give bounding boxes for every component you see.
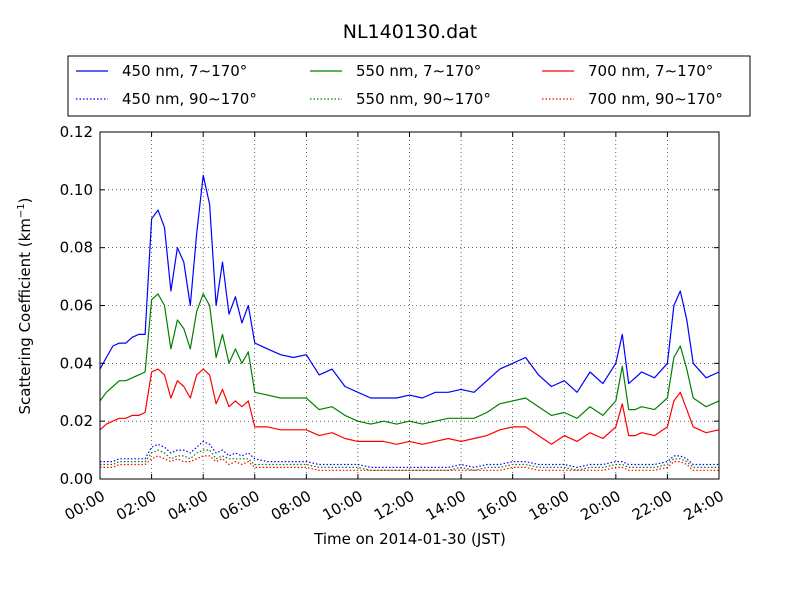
legend-frame [67,55,751,117]
y-tick-label: 0.10 [60,181,93,199]
y-tick-label: 0.12 [60,123,93,141]
series-line-1 [99,174,720,399]
legend-entries: 450 nm, 7∼170° 550 nm, 7∼170° 700 nm, 7∼17… [76,62,723,108]
axis-ticks [99,131,720,480]
y-axis-label: Scattering Coefficient (km−1) [16,197,34,414]
y-axis-label-superscript: −1 [16,203,27,218]
legend-label: 700 nm, 90∼170° [588,90,723,108]
y-tick-label: 0.02 [60,412,93,430]
legend-label: 550 nm, 90∼170° [356,90,491,108]
legend-label: 700 nm, 7∼170° [588,62,713,80]
legend: 450 nm, 7∼170° 550 nm, 7∼170° 700 nm, 7∼17… [67,55,751,117]
y-axis-label-close: ) [16,197,34,203]
series-line-3 [99,368,720,445]
chart-title: NL140130.dat [343,21,478,43]
series-line-4 [100,440,719,468]
series-line-2 [99,293,720,425]
series-layer [99,174,720,471]
legend-label: 550 nm, 7∼170° [356,62,481,80]
y-axis-label-group: Scattering Coefficient (km−1) [16,197,34,414]
x-axis-label: Time on 2014-01-30 (JST) [313,530,506,548]
series-line-6 [100,455,719,471]
legend-label: 450 nm, 90∼170° [122,90,257,108]
y-tick-label: 0.08 [60,239,93,257]
y-tick-label: 0.06 [60,297,93,315]
y-axis-label-main: Scattering Coefficient (km [16,218,34,414]
legend-label: 450 nm, 7∼170° [122,62,247,80]
plot-area [99,131,720,480]
y-tick-label: 0.04 [60,354,93,372]
y-tick-labels: 0.00 0.02 0.04 0.06 0.08 0.10 0.12 [60,123,93,488]
y-tick-label: 0.00 [60,470,93,488]
